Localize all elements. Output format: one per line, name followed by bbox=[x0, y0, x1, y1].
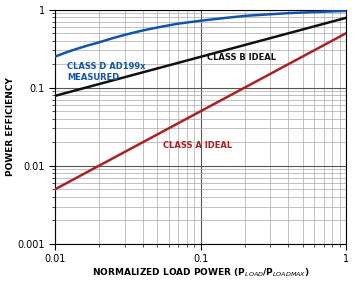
X-axis label: NORMALIZED LOAD POWER (P$_{LOAD}$/P$_{LOAD MAX}$): NORMALIZED LOAD POWER (P$_{LOAD}$/P$_{LO… bbox=[92, 267, 310, 280]
Y-axis label: POWER EFFICIENCY: POWER EFFICIENCY bbox=[6, 77, 15, 176]
Text: CLASS A IDEAL: CLASS A IDEAL bbox=[163, 141, 232, 150]
Text: CLASS B IDEAL: CLASS B IDEAL bbox=[207, 54, 276, 62]
Text: CLASS D AD199x
MEASURED: CLASS D AD199x MEASURED bbox=[67, 62, 145, 82]
